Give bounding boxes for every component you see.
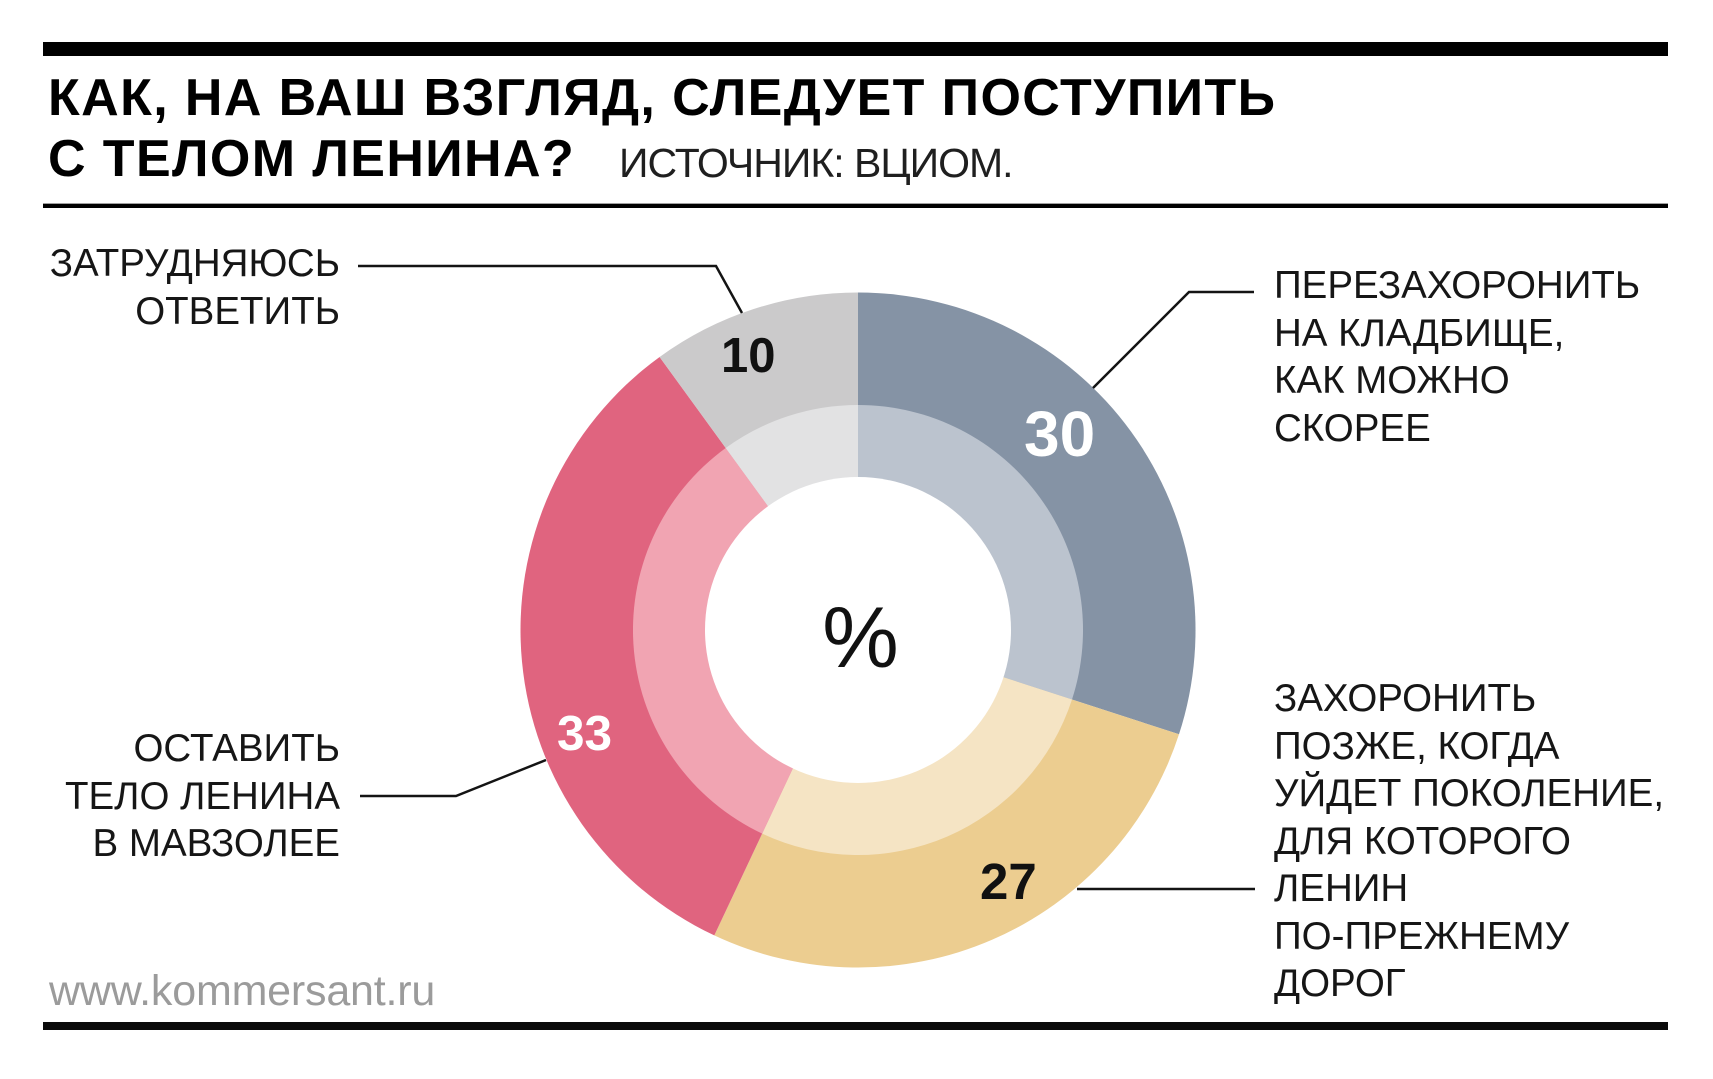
svg-text:%: % bbox=[822, 590, 898, 686]
